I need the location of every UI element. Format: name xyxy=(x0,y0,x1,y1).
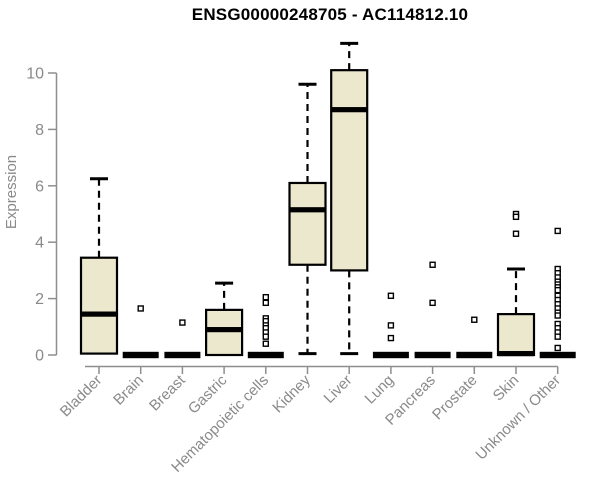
box-pancreas xyxy=(414,261,451,359)
y-axis: 0 2 4 6 8 10 Expression xyxy=(3,66,58,365)
iqr-box xyxy=(205,308,244,357)
box-skin xyxy=(496,210,536,357)
box-kidney xyxy=(288,82,327,356)
outlier-point xyxy=(554,286,561,294)
box-brain xyxy=(122,305,159,359)
iqr-box xyxy=(288,181,327,266)
outlier-point xyxy=(512,213,520,221)
outlier-point xyxy=(387,292,395,299)
outlier-point xyxy=(137,305,144,312)
box-gastric xyxy=(205,281,244,357)
median-line xyxy=(331,107,368,113)
y-tick-label: 10 xyxy=(26,66,44,83)
iqr-box xyxy=(79,256,119,355)
outlier-point xyxy=(262,299,269,307)
x-tick-label: Bladder xyxy=(57,372,106,421)
box-prostate xyxy=(456,316,493,359)
outlier-point xyxy=(179,319,186,326)
median-line xyxy=(498,350,534,357)
outlier-point xyxy=(387,334,395,342)
iqr-box xyxy=(496,313,536,357)
collapsed-box-bar xyxy=(164,351,201,359)
x-tick-label: Skin xyxy=(490,372,523,405)
y-tick-label: 4 xyxy=(35,235,44,252)
collapsed-box-bar xyxy=(414,351,451,359)
median-line xyxy=(206,327,243,333)
collapsed-box-bar xyxy=(372,351,409,359)
outlier-point xyxy=(554,312,561,319)
outlier-point xyxy=(262,293,269,301)
x-tick-label: Lung xyxy=(362,372,398,408)
collapsed-box-bar xyxy=(456,351,493,359)
collapsed-box-bar xyxy=(122,351,159,359)
x-tick-label: Breast xyxy=(146,371,189,414)
median-line xyxy=(289,207,326,213)
outlier-point xyxy=(554,333,561,340)
x-tick-label: Liver xyxy=(321,372,356,407)
outlier-point xyxy=(471,316,478,323)
outlier-point xyxy=(387,322,395,329)
box-liver xyxy=(330,41,369,356)
box-lung xyxy=(372,292,409,359)
outlier-point xyxy=(429,261,436,268)
outlier-point xyxy=(512,230,520,237)
y-tick-label: 8 xyxy=(35,122,44,139)
median-line xyxy=(81,311,117,317)
collapsed-box-bar xyxy=(247,351,284,359)
box-bladder xyxy=(79,177,119,355)
x-tick-label: Brain xyxy=(110,372,147,409)
outlier-point xyxy=(262,333,269,340)
box-unknown-other xyxy=(539,227,576,359)
outlier-point xyxy=(554,344,561,352)
x-tick-label: Prostate xyxy=(429,372,481,424)
y-tick-label: 6 xyxy=(35,178,44,195)
x-tick-label: Kidney xyxy=(269,371,314,416)
chart-title: ENSG00000248705 - AC114812.10 xyxy=(191,5,469,24)
box-breast xyxy=(164,319,201,359)
outlier-point xyxy=(554,227,561,235)
y-tick-label: 0 xyxy=(35,348,44,365)
collapsed-box-bar xyxy=(539,351,576,359)
iqr-box xyxy=(330,69,369,272)
y-axis-title: Expression xyxy=(3,155,20,229)
outlier-point xyxy=(429,299,436,307)
outlier-point xyxy=(262,340,269,347)
y-tick-label: 2 xyxy=(35,291,44,308)
box-hematopoietic-cells xyxy=(247,293,284,359)
